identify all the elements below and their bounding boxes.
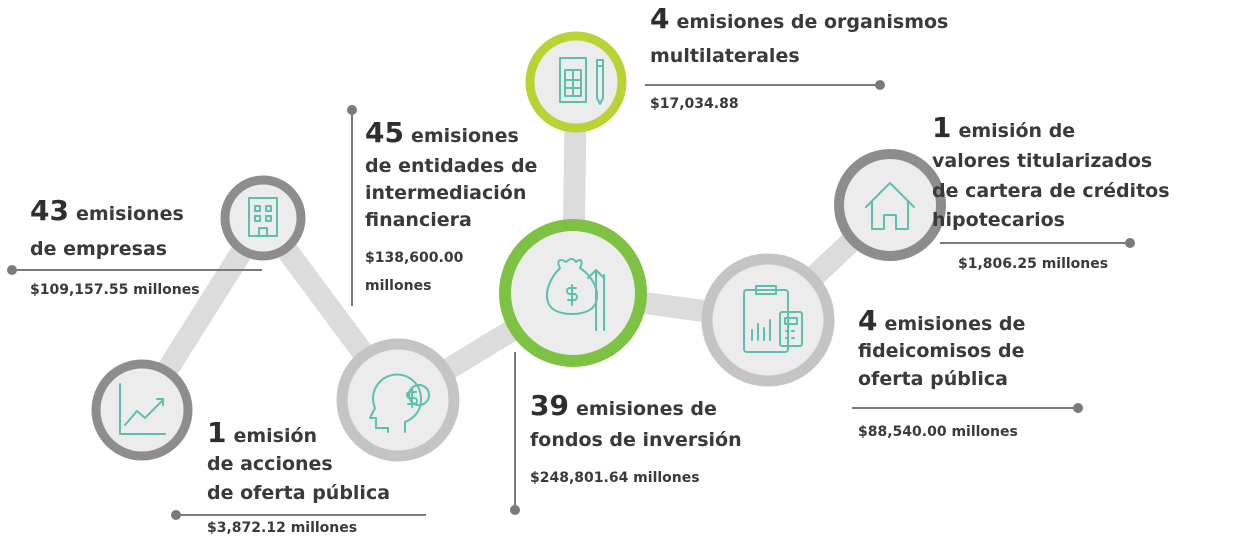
node-amount: $1,806.25 millones [958,256,1108,272]
circles [91,31,946,462]
node-label-line: emisiones de [884,313,1025,335]
node-label: fideicomisos de [858,340,1024,362]
node-label: de entidades de [365,155,537,177]
node-label: de oferta pública [207,482,390,504]
node-label: 43 emisiones [30,194,184,227]
node-label-line: emisión de [958,120,1075,142]
node-count: 1 [207,416,226,449]
node-count: 39 [530,389,569,422]
node-label: de empresas [30,238,167,260]
node-label: 39 emisiones de [530,389,717,422]
node-label-line: emisiones de [576,398,717,420]
node-amount: $88,540.00 millones [858,424,1018,440]
node-count: 4 [650,2,669,35]
node-label: multilaterales [650,45,800,67]
node-label: de cartera de créditos [932,180,1170,202]
node-label: fondos de inversión [530,429,742,451]
node-label-line: emisiones de organismos [676,11,948,33]
node-label-line: emisiones [411,125,519,147]
node-count: 1 [932,111,951,144]
node-label: 4 emisiones de organismos [650,2,948,35]
node-label-line: emisiones [76,203,184,225]
rules [7,80,1135,520]
node-label: financiera [365,209,472,231]
node-amount: $138,600.00 [365,250,464,266]
node-amount: $3,872.12 millones [207,520,357,536]
node-amount: $109,157.55 millones [30,282,200,298]
node-count: 43 [30,194,69,227]
node-label: de acciones [207,453,333,475]
node-label: valores titularizados [932,150,1152,172]
node-count: 45 [365,116,404,149]
node-count: 4 [858,304,877,337]
node-label: 1 emisión de [932,111,1075,144]
node-label-line: emisión [233,425,317,447]
node-label: 45 emisiones [365,116,519,149]
node-amount: millones [365,278,431,294]
node-label: hipotecarios [932,209,1065,231]
node-label: oferta pública [858,368,1008,390]
node-label: 4 emisiones de [858,304,1025,337]
node-label: intermediación [365,182,526,204]
node-amount: $17,034.88 [650,96,739,112]
icons [119,57,915,435]
node-amount: $248,801.64 millones [530,470,700,486]
node-label: 1 emisión [207,416,317,449]
